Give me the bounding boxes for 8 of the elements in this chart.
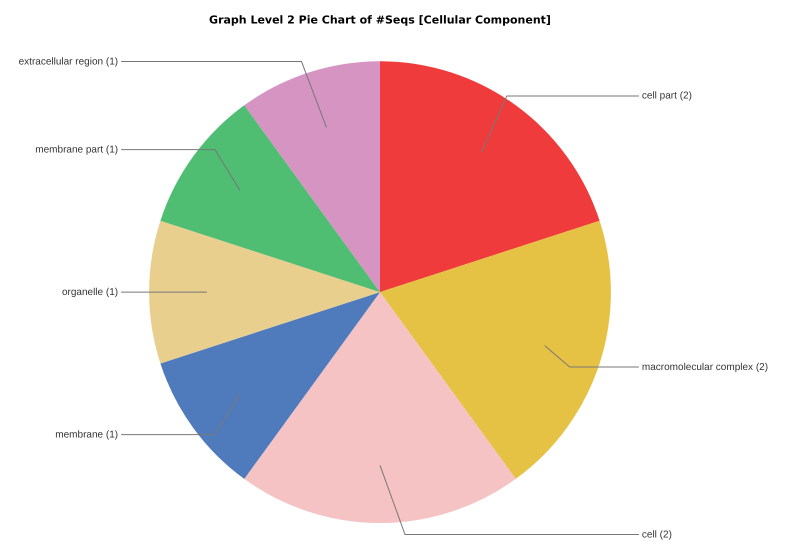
slice-label: cell part (2) — [642, 90, 692, 102]
chart-title: Graph Level 2 Pie Chart of #Seqs [Cellular Component] — [209, 13, 551, 26]
slice-label: cell (2) — [642, 529, 672, 540]
slice-label: membrane part (1) — [35, 144, 118, 156]
slice-label: membrane (1) — [55, 429, 118, 440]
slice-label: organelle (1) — [62, 286, 118, 298]
slice-label: extracellular region (1) — [18, 56, 118, 68]
slice-label: macromolecular complex (2) — [642, 362, 768, 373]
